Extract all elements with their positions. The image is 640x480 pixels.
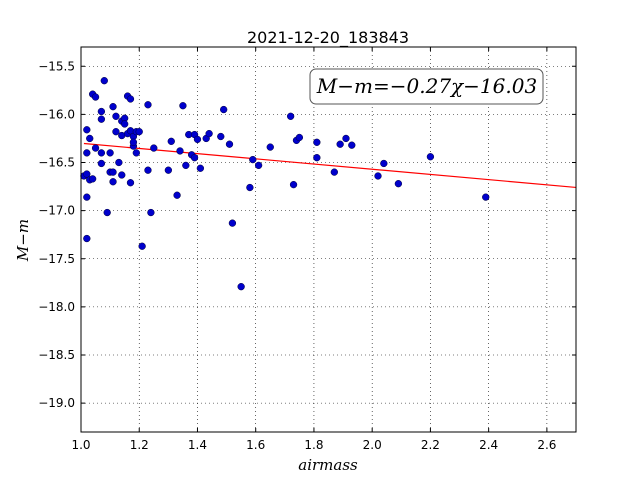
data-point [313,138,321,146]
data-point [88,175,97,183]
data-point [126,179,135,187]
data-point [150,144,158,152]
x-tick-label: 1.4 [188,438,207,452]
data-point [97,159,106,168]
chart-title: 2021-12-20_183843 [247,28,409,48]
data-point [190,154,199,162]
data-point [132,149,140,157]
data-point [109,178,117,186]
x-tick-label: 2.6 [537,438,556,452]
data-point [147,208,155,217]
fit-line-group [83,142,577,189]
x-tick-label: 2.0 [363,438,382,452]
data-point [121,120,129,128]
y-tick-label: −18.5 [38,348,75,362]
data-point [249,155,257,164]
y-tick-label: −16.5 [38,156,75,170]
y-axis-label: M−m [14,219,32,262]
data-point [220,105,228,114]
data-point [91,93,100,101]
fit-equation-text: M−m=−0.27χ−16.03 [316,74,537,98]
y-tick-label: −16.0 [38,107,75,121]
data-point [83,193,91,201]
data-point [103,208,111,217]
data-point [100,77,108,85]
data-point [97,149,106,157]
data-point [330,168,338,176]
data-point [193,135,202,144]
data-point [138,242,146,250]
data-point [164,166,173,174]
x-tick-label: 2.4 [479,438,498,452]
data-point [176,147,184,155]
data-point [246,183,254,192]
plot-frame [80,46,577,433]
data-point [106,149,114,157]
data-point [342,134,350,143]
data-point [112,112,120,120]
data-point [97,107,106,116]
data-point [173,191,181,199]
x-tick-label: 1.8 [304,438,323,452]
data-point [83,234,91,243]
data-point [289,180,298,189]
data-point [286,112,295,120]
annotation-box [309,68,544,105]
data-point [126,95,135,103]
x-tick-label: 1.0 [71,438,90,452]
data-point [182,161,190,170]
data-point [135,128,143,136]
data-point [144,101,152,109]
fit-equation-annotation: M−m=−0.27χ−16.03 [309,68,544,105]
x-tick-label: 1.6 [246,438,265,452]
data-point [112,128,120,136]
data-point [179,102,187,110]
data-point [86,134,94,143]
y-tick-label: −18.0 [38,300,75,314]
data-point [97,115,106,123]
data-point [254,161,263,170]
y-tick-label: −17.0 [38,204,75,218]
data-point [237,283,245,291]
data-point [228,219,237,227]
data-point [83,170,91,178]
data-point [217,132,225,141]
axis-ticks: 1.0 1.2 1.4 1.6 1.8 2.0 2.2 2.4 2.6 −15.5 −16.0 −16… [38,47,576,452]
data-point [144,166,152,174]
data-points [80,77,490,291]
data-point [91,144,100,152]
x-tick-label: 2.2 [421,438,440,452]
data-point [426,153,435,161]
data-point [225,140,234,148]
data-point [109,168,117,176]
data-point [83,149,91,157]
data-point [266,143,274,151]
y-tick-label: −17.5 [38,252,75,266]
y-tick-label: −15.5 [38,59,75,73]
fit-line [83,142,577,189]
data-point [295,133,304,142]
grid-lines [80,47,576,432]
data-point [167,137,175,145]
data-point [380,159,388,168]
data-point [129,138,138,146]
data-point [115,158,123,167]
data-point [118,171,126,179]
data-point [394,180,403,188]
data-point [83,126,91,134]
data-point [374,172,382,180]
data-point [336,140,344,148]
data-point [196,164,205,172]
x-axis-label: airmass [298,456,358,474]
data-point [348,141,356,149]
y-tick-label: −19.0 [38,396,75,410]
data-point [205,129,213,138]
data-point [482,193,490,201]
data-point [109,103,117,111]
x-tick-label: 1.2 [130,438,149,452]
data-point [313,154,321,162]
